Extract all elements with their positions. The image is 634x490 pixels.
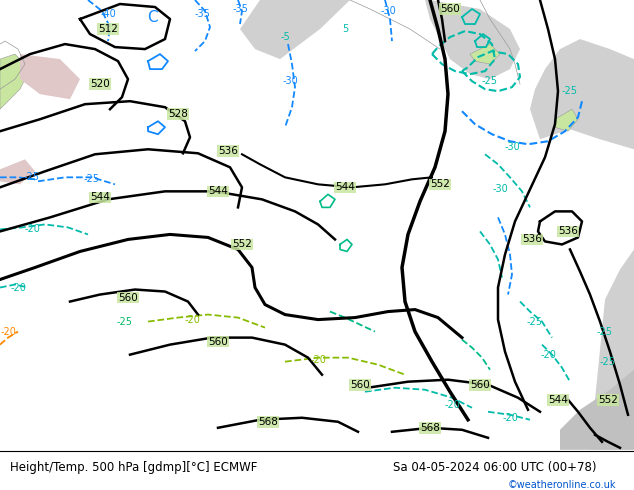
- Text: C: C: [146, 9, 157, 24]
- Text: ©weatheronline.co.uk: ©weatheronline.co.uk: [507, 480, 616, 490]
- Text: 536: 536: [522, 234, 542, 245]
- Polygon shape: [240, 0, 350, 59]
- Text: -25: -25: [597, 327, 613, 337]
- Text: -20: -20: [310, 355, 326, 365]
- Text: 560: 560: [350, 380, 370, 390]
- Text: -30: -30: [492, 184, 508, 195]
- Polygon shape: [560, 369, 634, 450]
- Text: 552: 552: [232, 240, 252, 249]
- Text: -20: -20: [502, 413, 518, 423]
- Text: -20: -20: [444, 400, 460, 410]
- Text: 560: 560: [440, 4, 460, 14]
- Text: 544: 544: [208, 186, 228, 196]
- Text: -5: -5: [280, 32, 290, 42]
- Text: Sa 04-05-2024 06:00 UTC (00+78): Sa 04-05-2024 06:00 UTC (00+78): [393, 462, 597, 474]
- Text: 552: 552: [430, 179, 450, 189]
- Text: 512: 512: [98, 24, 118, 34]
- Text: -20: -20: [0, 327, 16, 337]
- Polygon shape: [555, 109, 578, 131]
- Text: 5: 5: [342, 24, 348, 34]
- Text: -20: -20: [10, 283, 26, 293]
- Text: 536: 536: [558, 226, 578, 236]
- Text: -30: -30: [380, 6, 396, 16]
- Polygon shape: [20, 54, 80, 99]
- Text: 536: 536: [218, 147, 238, 156]
- Text: 520: 520: [90, 79, 110, 89]
- Text: Height/Temp. 500 hPa [gdmp][°C] ECMWF: Height/Temp. 500 hPa [gdmp][°C] ECMWF: [10, 462, 257, 474]
- Text: 568: 568: [258, 417, 278, 427]
- Text: -30: -30: [504, 142, 520, 152]
- Text: 568: 568: [420, 423, 440, 433]
- Text: -25: -25: [84, 174, 100, 184]
- Text: -25: -25: [562, 86, 578, 96]
- Text: -25: -25: [482, 76, 498, 86]
- Text: -25: -25: [24, 172, 40, 182]
- Text: 552: 552: [598, 395, 618, 405]
- Text: 544: 544: [90, 193, 110, 202]
- Text: -30: -30: [282, 76, 298, 86]
- Text: -25: -25: [117, 317, 133, 327]
- Text: 560: 560: [470, 380, 490, 390]
- Polygon shape: [470, 44, 500, 64]
- Text: -25: -25: [600, 357, 616, 367]
- Text: 528: 528: [168, 109, 188, 119]
- Text: -20: -20: [24, 224, 40, 234]
- Polygon shape: [0, 54, 30, 109]
- Text: -20: -20: [184, 315, 200, 324]
- Text: 544: 544: [548, 395, 568, 405]
- Text: 560: 560: [118, 293, 138, 302]
- Text: 544: 544: [335, 182, 355, 193]
- Text: -20: -20: [540, 350, 556, 360]
- Text: 560: 560: [208, 337, 228, 346]
- Polygon shape: [590, 249, 634, 450]
- Text: -35: -35: [232, 4, 248, 14]
- Text: -25: -25: [527, 317, 543, 327]
- Polygon shape: [0, 159, 35, 184]
- Polygon shape: [425, 0, 520, 79]
- Text: -35: -35: [194, 9, 210, 19]
- Polygon shape: [530, 39, 634, 149]
- Text: -40: -40: [100, 9, 116, 19]
